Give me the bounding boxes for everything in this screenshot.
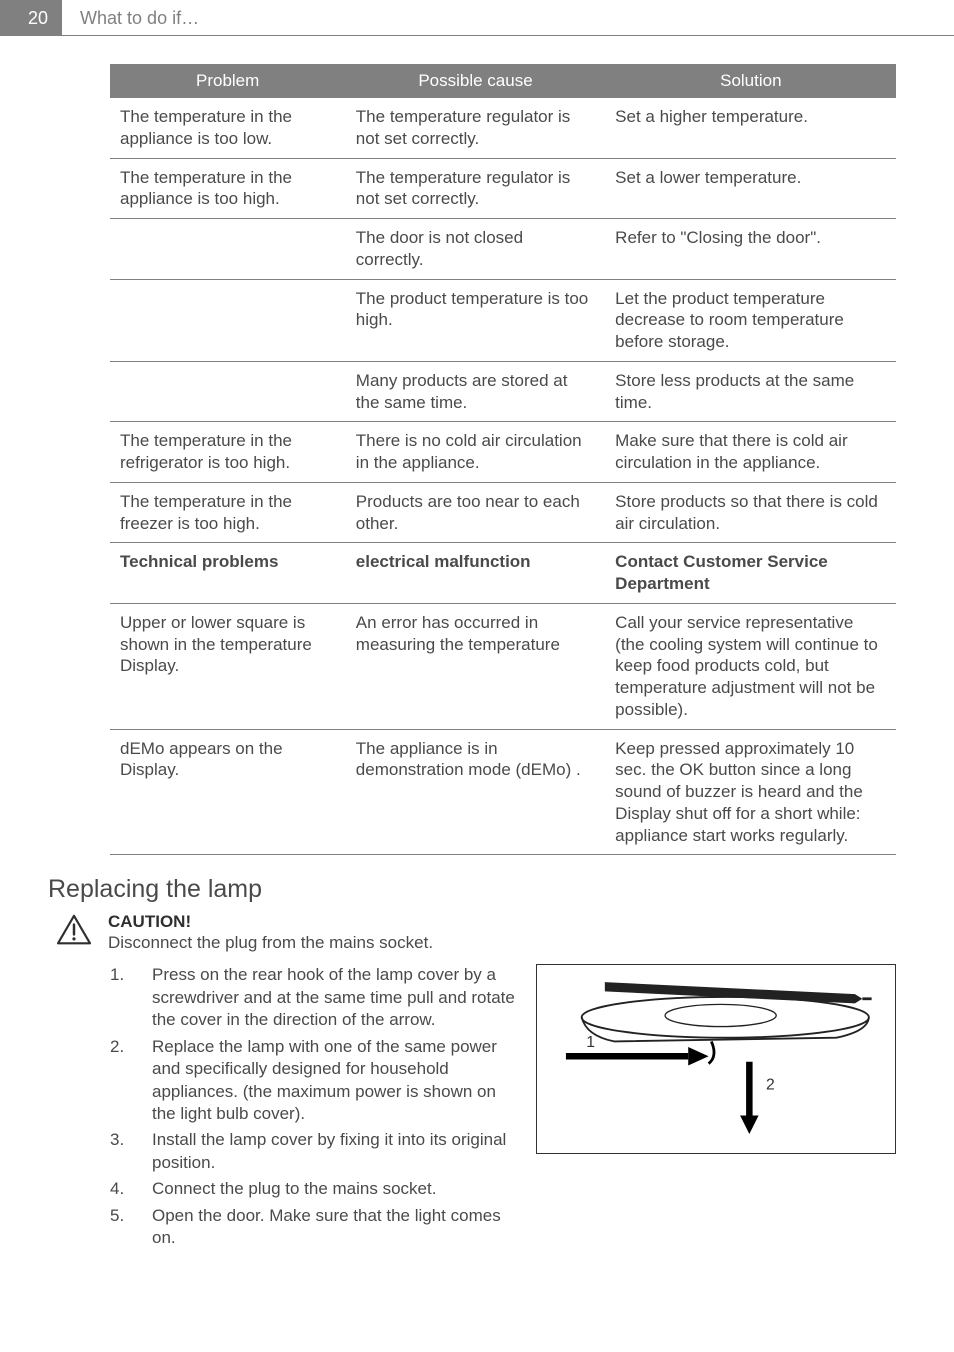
section-title: Replacing the lamp	[48, 875, 906, 904]
page-content: Problem Possible cause Solution The temp…	[0, 64, 954, 1254]
table-cell-problem: The temperature in the freezer is too hi…	[110, 482, 346, 543]
table-cell-cause: Many products are stored at the same tim…	[346, 361, 605, 422]
steps-wrap: Press on the rear hook of the lamp cover…	[48, 964, 906, 1253]
table-row: The temperature in the appliance is too …	[110, 158, 896, 219]
table-cell-cause: The door is not closed correctly.	[346, 219, 605, 280]
table-cell-solution: Let the product temperature decrease to …	[605, 279, 896, 361]
table-cell-solution: Contact Customer Service Department	[605, 543, 896, 604]
troubleshoot-table: Problem Possible cause Solution The temp…	[110, 64, 896, 855]
table-cell-problem: The temperature in the appliance is too …	[110, 158, 346, 219]
table-row: Technical problemselectrical malfunction…	[110, 543, 896, 604]
table-cell-cause: The product temperature is too high.	[346, 279, 605, 361]
caution-label: CAUTION!	[108, 912, 906, 932]
table-header-problem: Problem	[110, 65, 346, 98]
page-header-title: What to do if…	[62, 0, 199, 35]
table-cell-problem: The temperature in the appliance is too …	[110, 98, 346, 159]
table-row: The product temperature is too high.Let …	[110, 279, 896, 361]
caution-text: CAUTION! Disconnect the plug from the ma…	[108, 912, 906, 954]
step-item: Install the lamp cover by fixing it into…	[110, 1129, 518, 1174]
caution-block: CAUTION! Disconnect the plug from the ma…	[56, 912, 906, 954]
step-item: Replace the lamp with one of the same po…	[110, 1036, 518, 1126]
table-cell-solution: Call your service representative (the co…	[605, 603, 896, 729]
caution-body: Disconnect the plug from the mains socke…	[108, 932, 906, 954]
table-cell-solution: Make sure that there is cold air circula…	[605, 422, 896, 483]
step-item: Press on the rear hook of the lamp cover…	[110, 964, 518, 1031]
step-item: Open the door. Make sure that the light …	[110, 1205, 518, 1250]
table-cell-solution: Store products so that there is cold air…	[605, 482, 896, 543]
table-cell-problem	[110, 219, 346, 280]
table-cell-cause: An error has occurred in measuring the t…	[346, 603, 605, 729]
table-row: dEMo appears on the Display.The applianc…	[110, 729, 896, 855]
table-cell-cause: There is no cold air circulation in the …	[346, 422, 605, 483]
step-item: Connect the plug to the mains socket.	[110, 1178, 518, 1200]
page-header: 20 What to do if…	[0, 0, 954, 36]
table-row: Upper or lower square is shown in the te…	[110, 603, 896, 729]
steps-list: Press on the rear hook of the lamp cover…	[110, 964, 518, 1253]
table-cell-problem: Upper or lower square is shown in the te…	[110, 603, 346, 729]
table-row: The temperature in the refrigerator is t…	[110, 422, 896, 483]
table-header-cause: Possible cause	[346, 65, 605, 98]
table-cell-problem	[110, 361, 346, 422]
table-header-solution: Solution	[605, 65, 896, 98]
table-cell-cause: The temperature regulator is not set cor…	[346, 158, 605, 219]
page-number: 20	[0, 0, 62, 35]
diagram-label-2: 2	[766, 1077, 775, 1094]
table-row: The door is not closed correctly.Refer t…	[110, 219, 896, 280]
table-cell-solution: Set a lower temperature.	[605, 158, 896, 219]
table-cell-cause: electrical malfunction	[346, 543, 605, 604]
caution-icon	[56, 914, 92, 951]
table-cell-problem	[110, 279, 346, 361]
table-cell-problem: Technical problems	[110, 543, 346, 604]
table-cell-solution: Refer to "Closing the door".	[605, 219, 896, 280]
table-cell-problem: The temperature in the refrigerator is t…	[110, 422, 346, 483]
table-row: Many products are stored at the same tim…	[110, 361, 896, 422]
table-cell-solution: Store less products at the same time.	[605, 361, 896, 422]
lamp-diagram: 1 2	[536, 964, 896, 1154]
table-header-row: Problem Possible cause Solution	[110, 65, 896, 98]
diagram-label-1: 1	[586, 1034, 595, 1051]
troubleshoot-table-wrap: Problem Possible cause Solution The temp…	[110, 64, 896, 855]
table-cell-problem: dEMo appears on the Display.	[110, 729, 346, 855]
table-cell-solution: Keep pressed approximately 10 sec. the O…	[605, 729, 896, 855]
table-cell-cause: The appliance is in demonstration mode (…	[346, 729, 605, 855]
table-cell-solution: Set a higher temperature.	[605, 98, 896, 159]
table-row: The temperature in the appliance is too …	[110, 98, 896, 159]
table-cell-cause: The temperature regulator is not set cor…	[346, 98, 605, 159]
table-row: The temperature in the freezer is too hi…	[110, 482, 896, 543]
table-cell-cause: Products are too near to each other.	[346, 482, 605, 543]
